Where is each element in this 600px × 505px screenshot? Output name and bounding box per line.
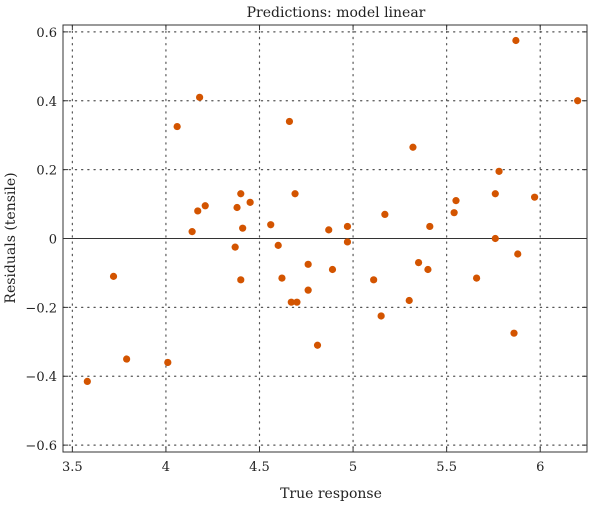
x-tick-label: 5: [349, 460, 357, 475]
data-point: [196, 93, 204, 101]
data-point: [293, 298, 301, 306]
data-point: [409, 143, 417, 151]
data-point: [237, 190, 245, 198]
data-point: [452, 197, 460, 205]
data-point: [287, 298, 295, 306]
data-point: [285, 117, 294, 126]
data-point: [531, 193, 539, 201]
data-point: [83, 377, 91, 386]
data-point: [491, 190, 499, 198]
y-tick-label: −0.6: [25, 439, 57, 454]
data-point: [109, 272, 118, 280]
data-point: [343, 222, 352, 231]
data-point: [233, 203, 241, 212]
data-point: [123, 355, 131, 363]
data-point: [450, 209, 458, 217]
data-point: [414, 259, 423, 267]
data-point: [194, 207, 202, 215]
data-point: [377, 312, 385, 320]
x-tick-label: 4.5: [249, 460, 270, 475]
data-point: [304, 260, 312, 268]
data-point: [424, 265, 432, 274]
data-point: [512, 36, 520, 45]
y-tick-label: 0.2: [36, 164, 57, 179]
data-point: [514, 250, 522, 258]
x-tick-label: 3.5: [62, 460, 83, 475]
data-point: [370, 276, 378, 284]
data-point: [495, 167, 503, 175]
data-point: [325, 226, 333, 234]
data-point: [472, 274, 481, 282]
x-tick-label: 5.5: [436, 460, 457, 475]
axis-ticks: 3.5 4 4.5 5 5.5 6 −0.6 −0.4 −0.2 0 0.2 0.4 0.6: [25, 25, 587, 475]
grid: [62, 24, 588, 453]
y-tick-label: 0: [49, 233, 57, 248]
data-point: [201, 202, 209, 210]
data-point: [246, 198, 254, 206]
y-axis-label: Residuals (tensile): [3, 172, 19, 303]
data-point: [491, 234, 499, 243]
data-point: [291, 190, 299, 198]
data-point: [313, 341, 322, 349]
data-point: [278, 274, 286, 282]
data-point: [164, 358, 172, 367]
data-point: [426, 222, 434, 231]
x-tick-label: 4: [162, 460, 170, 475]
data-point: [381, 210, 389, 218]
chart-title: Predictions: model linear: [247, 5, 426, 21]
data-point: [574, 97, 582, 105]
y-tick-label: 0.4: [36, 95, 57, 110]
data-point: [328, 265, 337, 274]
data-point: [267, 221, 275, 229]
y-tick-label: 0.6: [36, 26, 57, 41]
data-point: [237, 276, 245, 284]
data-point: [231, 243, 239, 251]
x-axis-label: True response: [280, 486, 382, 502]
data-point: [510, 329, 518, 337]
data-point: [343, 238, 352, 246]
data-point: [405, 296, 413, 305]
data-points: [83, 36, 582, 386]
y-tick-label: −0.2: [25, 301, 57, 316]
y-tick-label: −0.4: [25, 370, 57, 385]
data-point: [304, 286, 312, 294]
data-point: [188, 228, 196, 236]
data-point: [239, 224, 247, 232]
x-tick-label: 6: [536, 460, 544, 475]
data-point: [274, 241, 282, 249]
data-point: [173, 122, 181, 131]
